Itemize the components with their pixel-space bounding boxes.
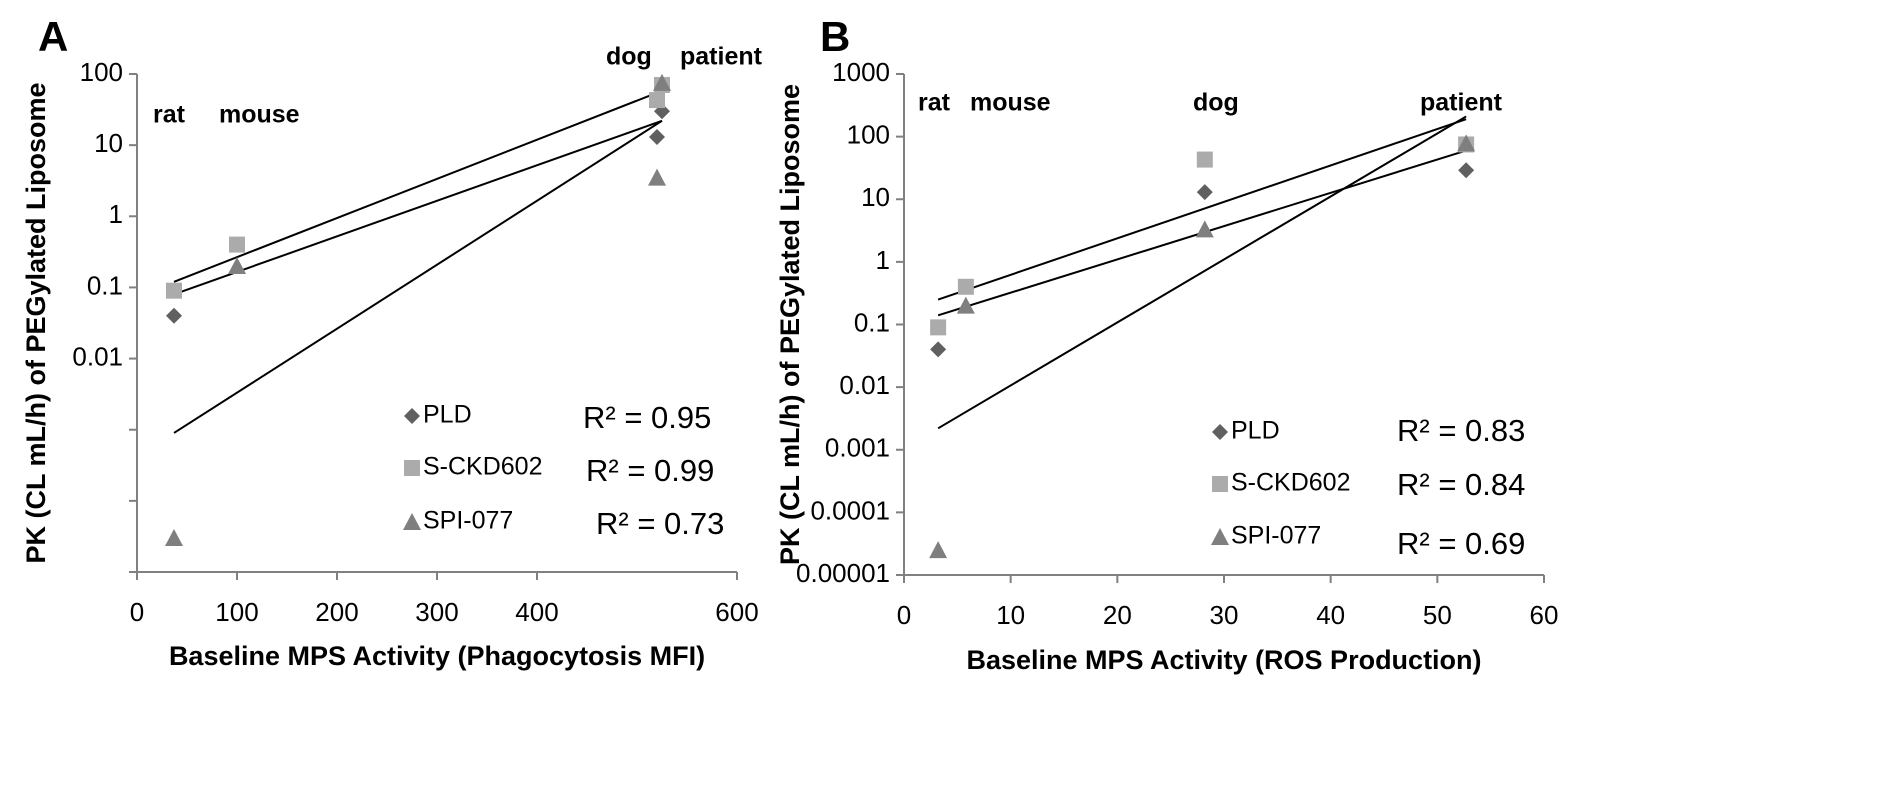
panel-a-point-pld — [649, 129, 665, 146]
panel-b-y-tick-label: 100 — [847, 120, 890, 150]
panel-b-point-pld — [1196, 184, 1213, 201]
panel-b-species-label: patient — [1420, 89, 1503, 117]
panel-a-trendline — [173, 89, 663, 283]
panel-b-x-tick-label: 0 — [897, 600, 911, 630]
panel-a-x-tick-label: 300 — [415, 597, 458, 627]
panel-a-legend-marker — [404, 408, 420, 424]
panel-a-y-tick-label: 100 — [80, 57, 123, 87]
panel-b-trendline — [937, 115, 1467, 430]
panel-b-y-tick-label: 0.01 — [839, 370, 890, 400]
panel-b-r2-label: R² = 0.84 — [1397, 467, 1525, 502]
panel-a-point-s-ckd602 — [649, 92, 665, 109]
panel-b-x-tick-label: 20 — [1103, 600, 1132, 630]
panel-b-point-pld — [930, 341, 947, 358]
panel-a-point-spi-077 — [228, 257, 246, 275]
panel-b-y-tick-label: 1 — [876, 245, 890, 275]
panel-a-x-tick-label: 100 — [215, 597, 258, 627]
panel-b-y-tick-label: 10 — [861, 182, 890, 212]
panel-a-legend-label: SPI-077 — [423, 507, 513, 535]
panel-a-x-tick-label: 600 — [715, 597, 758, 627]
panel-b-point-pld — [1458, 162, 1475, 179]
panel-b-y-tick-label: 0.1 — [854, 307, 890, 337]
panel-a-species-label: dog — [606, 43, 652, 71]
panel-a-legend-marker — [403, 513, 421, 530]
panel-b-x-tick-label: 30 — [1210, 600, 1239, 630]
panel-b-y-tick-label: 0.001 — [825, 433, 890, 463]
panel-b-y-tick-label: 1000 — [832, 57, 890, 87]
panel-b-legend-label: SPI-077 — [1231, 522, 1321, 550]
panel-a-r2-label: R² = 0.73 — [596, 506, 724, 541]
panel-b-point-s-ckd602 — [957, 278, 974, 295]
panel-b-legend-label: S-CKD602 — [1231, 469, 1351, 497]
panel-a-r2-label: R² = 0.99 — [586, 453, 714, 488]
panel-b-point-spi-077 — [956, 296, 975, 314]
panel-a-r2-label: R² = 0.95 — [583, 400, 711, 435]
panel-b-r2-label: R² = 0.69 — [1397, 526, 1525, 561]
panel-a-y-tick-label: 10 — [94, 128, 123, 158]
panel-b-point-spi-077 — [929, 541, 948, 559]
panel-a-y-axis-title: PK (CL mL/h) of PEGylated Liposome — [21, 82, 51, 563]
panel-b-y-tick-label: 0.0001 — [810, 495, 890, 525]
panel-a-point-spi-077 — [648, 168, 666, 186]
panel-a-point-spi-077 — [165, 529, 183, 547]
panel-b-x-tick-label: 60 — [1530, 600, 1559, 630]
panel-a-species-label: patient — [680, 43, 763, 71]
panel-b-legend-marker — [1212, 476, 1228, 492]
panel-b-point-s-ckd602 — [1196, 151, 1213, 168]
panel-b-x-tick-label: 50 — [1423, 600, 1452, 630]
panel-a-trendline — [173, 119, 663, 434]
panel-b-r2-label: R² = 0.83 — [1397, 413, 1525, 448]
panel-a-legend-label: S-CKD602 — [423, 453, 543, 481]
panel-b-point-s-ckd602 — [930, 319, 947, 336]
panel-b-species-label: rat — [918, 89, 951, 117]
panel-a-point-s-ckd602 — [166, 282, 182, 299]
panel-b-x-tick-label: 10 — [996, 600, 1025, 630]
panel-b-trendline — [937, 118, 1467, 301]
panel-b-legend-marker — [1211, 528, 1229, 545]
panel-b-point-spi-077 — [1457, 134, 1476, 152]
panel-a-species-label: mouse — [219, 101, 300, 129]
panel-a-y-tick-label: 0.1 — [87, 270, 123, 300]
panel-a-point-pld — [166, 307, 182, 324]
panel-a-y-tick-label: 1 — [109, 199, 123, 229]
panel-a-x-tick-label: 0 — [130, 597, 144, 627]
panel-b-y-axis-title: PK (CL mL/h) of PEGylated Liposome — [775, 84, 805, 565]
panel-b-x-tick-label: 40 — [1316, 600, 1345, 630]
panel-b-species-label: dog — [1193, 89, 1239, 117]
panel-a-x-tick-label: 200 — [315, 597, 358, 627]
panel-a-letter: A — [38, 13, 68, 60]
panel-b-x-axis-title: Baseline MPS Activity (ROS Production) — [966, 645, 1481, 675]
panel-a-species-label: rat — [153, 101, 186, 129]
panel-b-point-spi-077 — [1195, 220, 1214, 238]
panel-a-legend-label: PLD — [423, 401, 472, 429]
panel-a-x-tick-label: 400 — [515, 597, 558, 627]
panel-b-letter: B — [820, 13, 850, 60]
panel-a-x-axis-title: Baseline MPS Activity (Phagocytosis MFI) — [169, 641, 705, 671]
panel-a-legend-marker — [404, 460, 420, 476]
panel-a-point-s-ckd602 — [229, 236, 245, 253]
panel-a-y-tick-label: 0.01 — [72, 341, 123, 371]
panel-b-species-label: mouse — [970, 89, 1051, 117]
panel-b-y-tick-label: 0.00001 — [796, 558, 890, 588]
panel-b-legend-label: PLD — [1231, 417, 1280, 445]
panel-a-trendline — [173, 119, 663, 296]
panel-a-point-spi-077 — [653, 73, 671, 91]
panel-b-legend-marker — [1212, 424, 1228, 440]
